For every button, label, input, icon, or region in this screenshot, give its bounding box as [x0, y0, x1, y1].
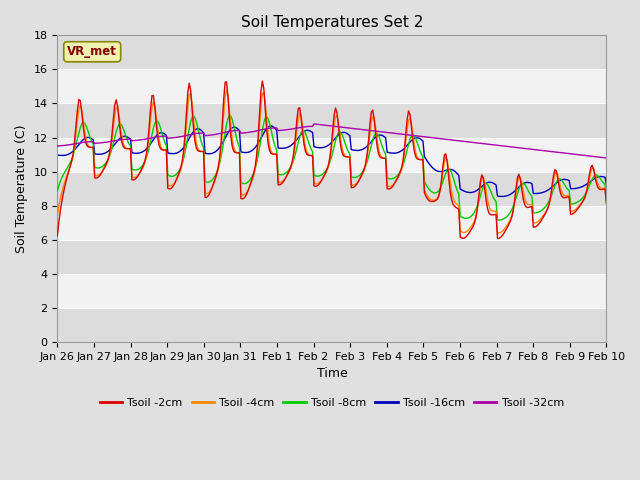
Bar: [58, 205, 607, 240]
Bar: [58, 274, 607, 308]
Title: Soil Temperatures Set 2: Soil Temperatures Set 2: [241, 15, 423, 30]
Bar: [58, 240, 607, 274]
Bar: [58, 138, 607, 171]
Bar: [58, 171, 607, 205]
Bar: [58, 104, 607, 138]
X-axis label: Time: Time: [317, 367, 348, 380]
Bar: [58, 308, 607, 342]
Legend: Tsoil -2cm, Tsoil -4cm, Tsoil -8cm, Tsoil -16cm, Tsoil -32cm: Tsoil -2cm, Tsoil -4cm, Tsoil -8cm, Tsoi…: [95, 394, 569, 412]
Y-axis label: Soil Temperature (C): Soil Temperature (C): [15, 124, 28, 253]
Bar: [58, 70, 607, 104]
Bar: [58, 36, 607, 70]
Text: VR_met: VR_met: [67, 45, 117, 58]
